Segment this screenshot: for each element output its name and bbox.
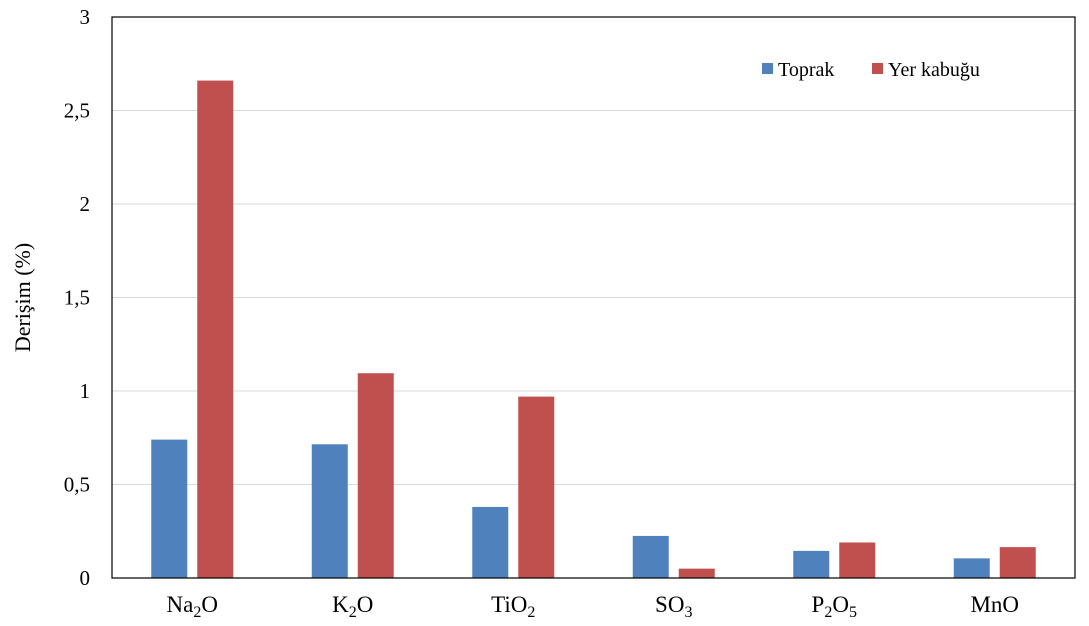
y-tick-label: 1 bbox=[80, 379, 91, 403]
grid-lines bbox=[112, 110, 1075, 485]
x-category-label: SO3 bbox=[655, 592, 692, 621]
legend-label: Yer kabuğu bbox=[888, 59, 980, 81]
bars bbox=[151, 80, 1036, 578]
bar-yer-kabugu bbox=[678, 568, 715, 578]
bar-yer-kabugu bbox=[197, 80, 234, 578]
y-axis-ticks: 0 0,5 1 1,5 2 2,5 3 bbox=[64, 5, 90, 590]
legend: Toprak Yer kabuğu bbox=[762, 59, 980, 81]
legend-label: Toprak bbox=[778, 59, 834, 81]
y-tick-label: 2 bbox=[80, 192, 91, 216]
bar-toprak bbox=[632, 535, 669, 578]
y-axis-title: Derişim (%) bbox=[10, 243, 35, 352]
bar-toprak bbox=[793, 550, 830, 578]
bar-toprak bbox=[472, 506, 509, 578]
bar-yer-kabugu bbox=[999, 547, 1036, 578]
bar-toprak bbox=[953, 558, 990, 578]
y-tick-label: 0 bbox=[80, 566, 91, 590]
legend-swatch bbox=[762, 63, 773, 74]
y-tick-label: 2,5 bbox=[64, 99, 90, 123]
y-tick-label: 0,5 bbox=[64, 473, 90, 497]
x-category-label: K2O bbox=[332, 592, 373, 621]
x-category-label: Na2O bbox=[167, 592, 218, 621]
bar-toprak bbox=[311, 444, 348, 578]
legend-swatch bbox=[872, 63, 883, 74]
bar-yer-kabugu bbox=[839, 542, 876, 578]
x-category-label: P2O5 bbox=[812, 592, 857, 621]
bar-toprak bbox=[151, 439, 188, 578]
x-category-label: MnO bbox=[970, 592, 1019, 617]
bar-yer-kabugu bbox=[518, 396, 555, 578]
plot-frame bbox=[111, 16, 1076, 579]
y-tick-label: 3 bbox=[80, 5, 91, 29]
x-category-label: TiO2 bbox=[491, 592, 535, 621]
y-tick-label: 1,5 bbox=[64, 286, 90, 310]
bar-yer-kabugu bbox=[357, 373, 394, 578]
x-axis-categories: Na2O K2O TiO2 SO3 P2O5 MnO bbox=[167, 592, 1020, 621]
